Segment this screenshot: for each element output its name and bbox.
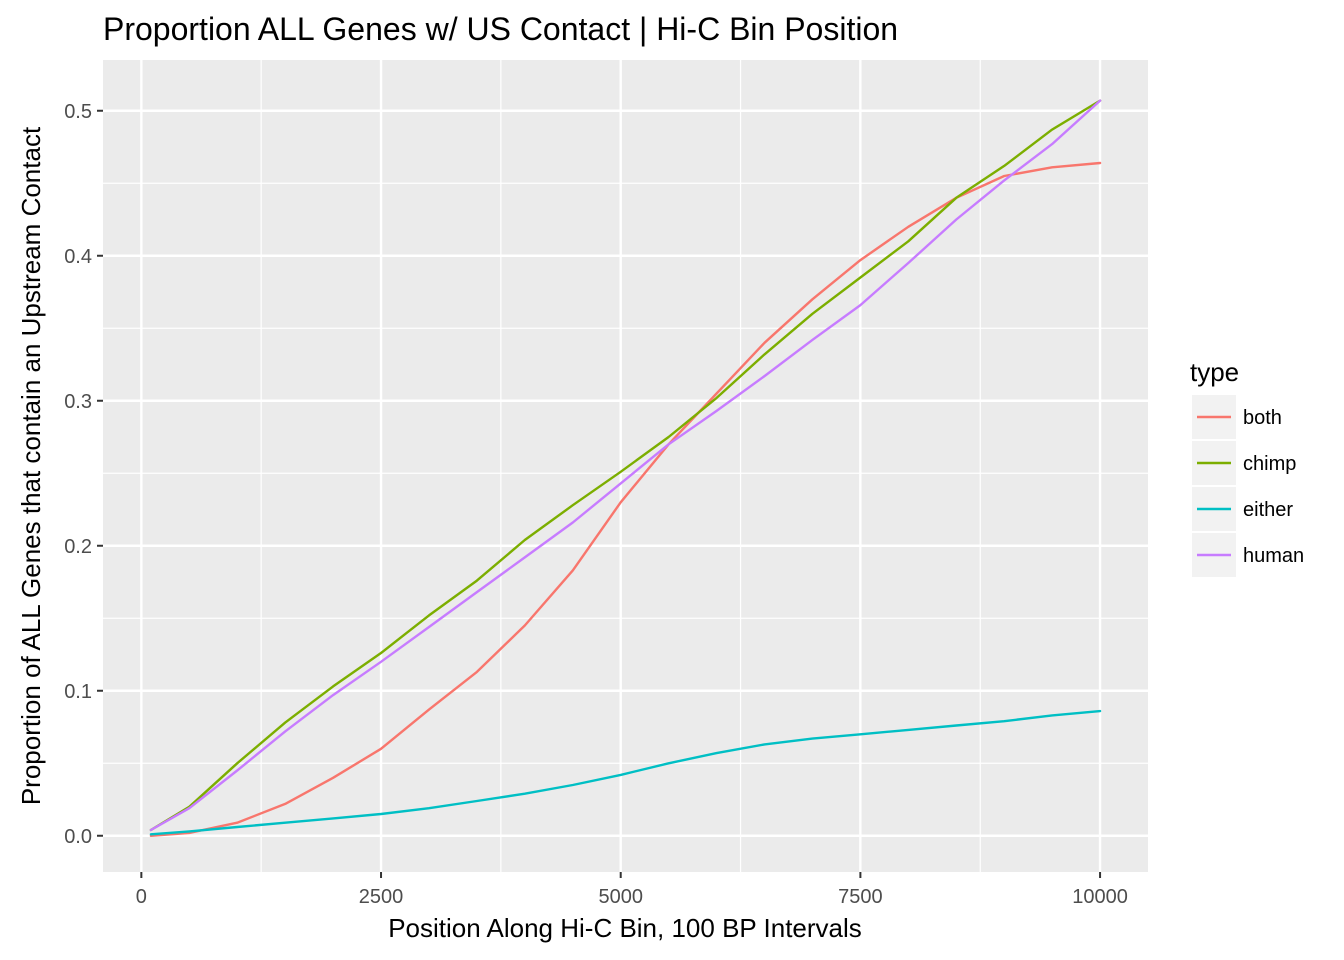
series-lines — [149, 99, 1102, 837]
y-axis-ticks: 0.0 0.1 0.2 0.3 0.4 0.5 — [64, 101, 103, 848]
chart-title: Proportion ALL Genes w/ US Contact | Hi-… — [103, 11, 898, 47]
y-axis-title: Proportion of ALL Genes that contain an … — [16, 126, 46, 805]
y-tick-label: 0.4 — [64, 246, 92, 268]
series-line-chimp — [149, 99, 1102, 832]
legend-title: type — [1190, 357, 1239, 387]
x-axis-title: Position Along Hi-C Bin, 100 BP Interval… — [388, 913, 862, 943]
y-tick-label: 0.1 — [64, 681, 92, 703]
legend-label-chimp: chimp — [1243, 453, 1296, 475]
y-tick-label: 0.3 — [64, 391, 92, 413]
series-line-either — [149, 709, 1102, 836]
x-tick-label: 10000 — [1072, 886, 1128, 908]
x-tick-label: 2500 — [359, 886, 404, 908]
legend: type both chimp either human — [1190, 357, 1304, 577]
legend-label-human: human — [1243, 545, 1304, 567]
legend-label-both: both — [1243, 407, 1282, 429]
x-tick-label: 7500 — [838, 886, 883, 908]
y-tick-label: 0.0 — [64, 826, 92, 848]
y-tick-label: 0.2 — [64, 536, 92, 558]
x-axis-ticks: 0 2500 5000 7500 10000 — [136, 872, 1128, 908]
x-tick-label: 5000 — [598, 886, 643, 908]
series-line-both — [149, 161, 1102, 837]
series-line-human — [149, 99, 1102, 832]
major-gridlines — [103, 60, 1148, 872]
y-tick-label: 0.5 — [64, 101, 92, 123]
x-tick-label: 0 — [136, 886, 147, 908]
minor-gridlines — [103, 60, 1148, 872]
legend-label-either: either — [1243, 499, 1293, 521]
